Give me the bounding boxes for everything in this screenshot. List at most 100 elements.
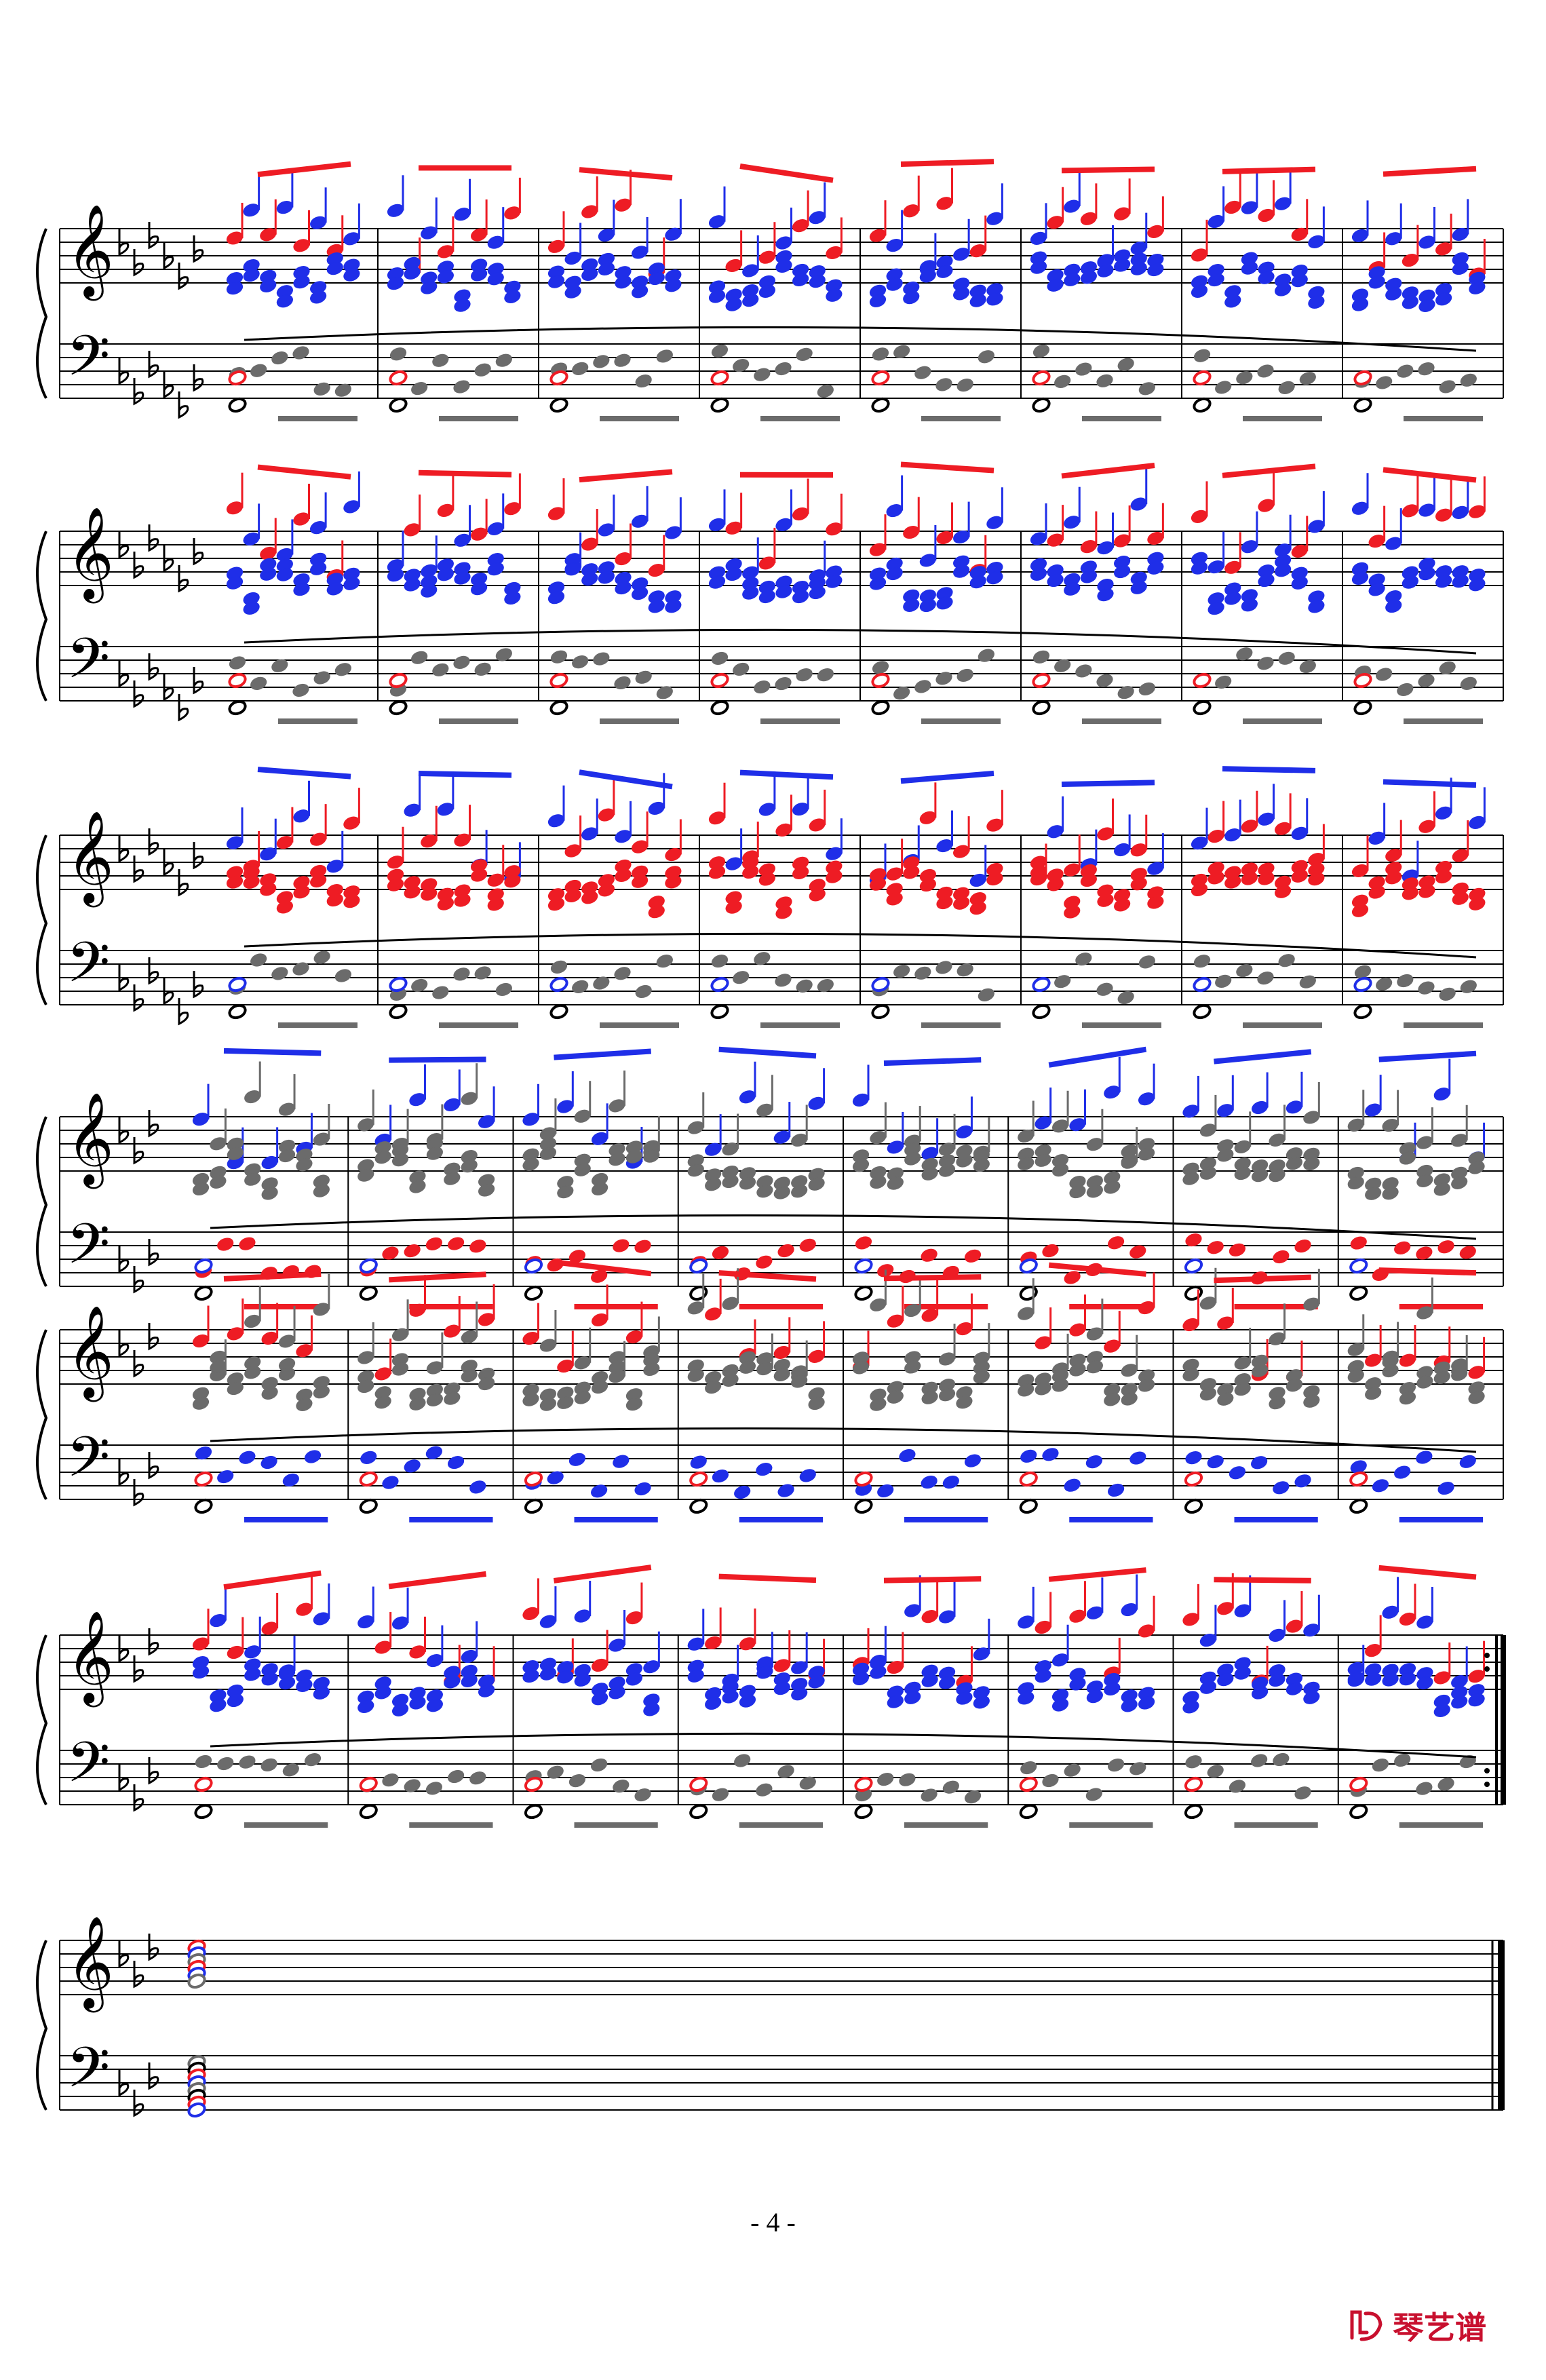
note-head	[773, 1368, 790, 1382]
note-head	[1416, 1375, 1433, 1389]
note-head	[437, 897, 454, 910]
note-head	[1032, 650, 1050, 664]
beam	[1214, 1274, 1311, 1284]
note-head	[1351, 571, 1369, 585]
note-head	[391, 1362, 409, 1376]
note-head	[1130, 877, 1147, 891]
note-head	[1207, 1765, 1224, 1778]
beam	[418, 469, 512, 478]
slur	[244, 326, 1477, 352]
note-head	[228, 976, 247, 993]
note-head	[229, 656, 246, 670]
note-head	[487, 562, 504, 576]
note-head	[574, 1391, 591, 1404]
note-head	[903, 291, 920, 305]
note-head	[725, 298, 742, 311]
note-head	[304, 1450, 322, 1463]
note-head	[469, 1771, 486, 1785]
note-head	[1257, 657, 1274, 670]
note-head	[1207, 1241, 1224, 1254]
flat-sign	[163, 849, 174, 877]
note-head	[550, 650, 568, 664]
note-head	[1252, 1364, 1269, 1377]
note-head	[581, 267, 598, 282]
note-head	[1080, 570, 1097, 583]
note-head	[808, 1675, 825, 1689]
note-head	[634, 1788, 651, 1802]
note-head	[613, 1455, 630, 1468]
note-head	[495, 353, 512, 367]
note-head	[854, 1498, 873, 1514]
note-head	[938, 1164, 956, 1177]
note-head	[581, 891, 598, 904]
system-2: 𝄞𝄢	[36, 461, 1504, 724]
note-head	[195, 1446, 212, 1460]
note-head	[1278, 381, 1295, 394]
note-head	[504, 290, 521, 303]
note-head	[524, 1258, 543, 1274]
flat-sign	[148, 351, 159, 379]
note-head	[705, 1381, 722, 1394]
note-head	[809, 888, 826, 902]
note-head	[936, 265, 953, 278]
slur	[210, 1732, 1477, 1759]
note-head	[687, 1669, 704, 1683]
note-head	[872, 347, 889, 361]
note-head	[598, 571, 615, 584]
note-head	[310, 290, 327, 304]
note-head	[592, 1380, 608, 1394]
note-head	[568, 1250, 585, 1263]
note-head	[615, 581, 632, 595]
note-head	[871, 976, 890, 993]
note-head	[625, 1672, 643, 1686]
note-head	[504, 591, 521, 605]
note-head	[613, 1780, 630, 1793]
note-head	[942, 1475, 959, 1489]
note-head	[292, 346, 309, 360]
note-head	[708, 575, 726, 589]
note-head	[1365, 1387, 1382, 1400]
note-head	[387, 878, 404, 891]
note-head	[522, 1393, 539, 1406]
note-head	[292, 683, 309, 697]
flat-sign	[148, 1239, 159, 1267]
note-head	[471, 582, 488, 596]
note-head	[852, 1672, 870, 1685]
note-head	[1416, 1676, 1433, 1690]
note-head	[1138, 1147, 1155, 1161]
note-head	[524, 1498, 543, 1514]
note-head	[754, 952, 771, 965]
note-head	[549, 976, 568, 993]
note-head	[1349, 1285, 1368, 1301]
note-head	[1121, 1392, 1138, 1406]
note-head	[710, 672, 729, 689]
note-head	[194, 1285, 213, 1301]
brace	[36, 1329, 48, 1500]
flat-sign	[163, 371, 174, 399]
note-head	[665, 279, 682, 292]
note-head	[1351, 904, 1369, 917]
note-head	[591, 1758, 608, 1772]
note-head	[547, 275, 565, 288]
note-head	[953, 287, 970, 301]
note-head	[374, 1686, 391, 1700]
brace	[36, 1940, 48, 2111]
note-head	[1117, 686, 1134, 699]
note-head	[404, 1244, 421, 1258]
note-head	[1193, 397, 1212, 413]
note-head	[1437, 1778, 1454, 1791]
beam	[1061, 463, 1155, 479]
note-head	[239, 1451, 256, 1464]
note-head	[733, 662, 750, 676]
note-head	[903, 598, 920, 612]
note-head	[826, 870, 843, 883]
note-head	[261, 1187, 278, 1200]
note-head	[854, 1471, 873, 1487]
note-head	[1286, 1682, 1303, 1695]
note-head	[591, 1269, 608, 1283]
note-head	[194, 1258, 213, 1274]
brand-logo-icon	[1350, 2310, 1383, 2341]
note-head	[244, 1172, 261, 1186]
note-head	[953, 564, 970, 578]
note-head	[877, 1484, 894, 1498]
